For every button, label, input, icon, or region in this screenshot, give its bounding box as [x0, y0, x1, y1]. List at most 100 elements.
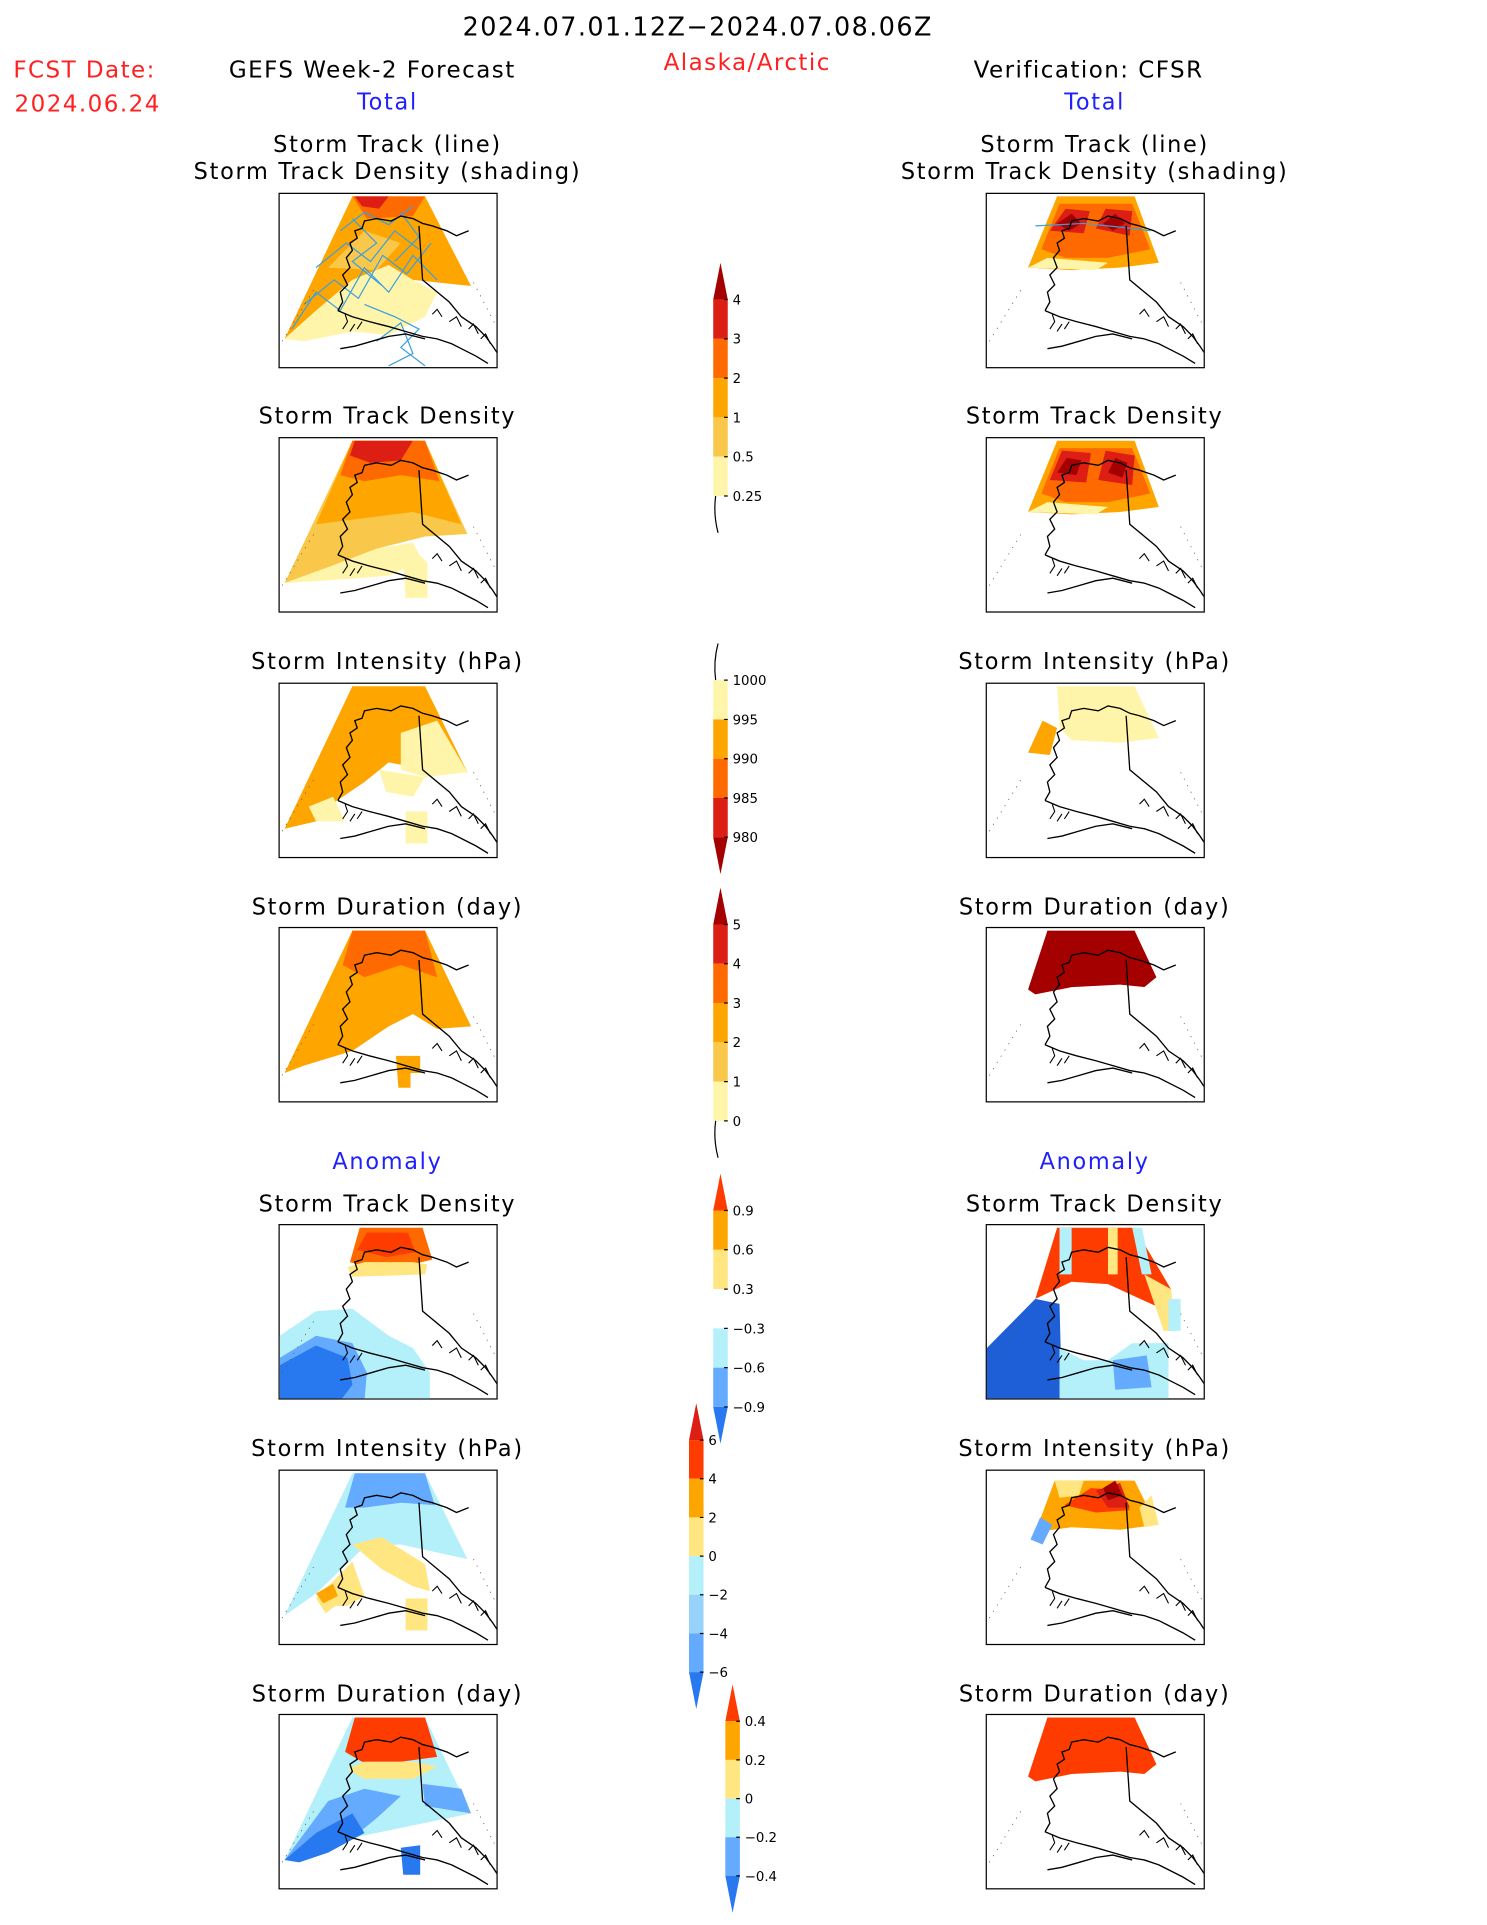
shaded-region — [1139, 1495, 1159, 1528]
coastline-detail — [1049, 1339, 1199, 1376]
colorbar-arrow-bottom — [725, 1875, 740, 1913]
map-cfsr-anom-duration — [985, 1713, 1205, 1890]
coastline-detail — [1049, 1829, 1199, 1866]
shaded-region — [400, 720, 468, 778]
fcst-date-label: FCST Date: — [13, 56, 156, 84]
coastline — [1044, 215, 1204, 364]
shaded-region — [1028, 1717, 1157, 1782]
coastline — [1044, 1492, 1204, 1641]
shaded-region — [1057, 457, 1082, 476]
storm-track-line — [1035, 222, 1151, 232]
left-total-label: Total — [357, 89, 418, 116]
map-gefs-duration — [278, 926, 498, 1103]
colorbar-label: 1 — [733, 1075, 741, 1090]
left-anomaly-label: Anomaly — [332, 1149, 443, 1175]
colorbar-total-density: 4 3 2 1 0.5 0.25 — [702, 262, 787, 543]
colorbar-label: 2 — [733, 372, 741, 387]
colorbar-arrow-top — [713, 887, 728, 925]
map-gefs-intensity — [278, 682, 498, 859]
colorbar-box — [713, 1367, 728, 1407]
colorbar-box — [725, 1837, 740, 1876]
shaded-region — [400, 1845, 421, 1875]
shaded-region — [379, 769, 426, 797]
map-canvas — [281, 1717, 497, 1886]
colorbar-label: 4 — [733, 293, 741, 308]
shaded-region — [1057, 213, 1082, 231]
shaded-region — [347, 1761, 438, 1779]
colorbar-label: −0.4 — [745, 1870, 777, 1885]
shaded-region — [986, 1298, 1062, 1399]
colorbar-label: −0.9 — [733, 1401, 765, 1416]
map-gefs-density — [278, 437, 498, 613]
map-cfsr-anom-intensity — [985, 1469, 1205, 1646]
map-cfsr-duration — [985, 926, 1205, 1103]
right-density-title: Storm Track Density — [965, 403, 1224, 430]
domain-boundary — [988, 1016, 1204, 1076]
colorbar-label: −4 — [708, 1627, 728, 1642]
coastline — [1044, 949, 1204, 1099]
map-cfsr-anom-density — [985, 1224, 1205, 1400]
forecast-period: 2024.07.01.12Z−2024.07.08.06Z — [462, 12, 933, 42]
colorbar-box — [725, 1721, 740, 1760]
right-total-label: Total — [1064, 89, 1126, 116]
colorbar-label: 0.6 — [733, 1244, 754, 1259]
map-canvas — [281, 196, 497, 367]
colorbar-box — [713, 378, 728, 418]
shaded-region — [279, 1345, 353, 1399]
map-cfsr-intensity — [985, 682, 1205, 859]
coastline — [337, 949, 497, 1099]
colorbar-label: 5 — [733, 918, 741, 933]
colorbar-label: 6 — [708, 1434, 716, 1449]
shaded-region — [1112, 1355, 1152, 1390]
right-anom-density-title: Storm Track Density — [965, 1192, 1224, 1218]
coastline-detail — [1049, 1585, 1199, 1621]
coastline-detail — [1049, 798, 1199, 834]
colorbar-label: 0 — [733, 1115, 741, 1130]
coastline — [1044, 705, 1204, 854]
map-gefs-anom-intensity — [278, 1469, 498, 1646]
right-track-line-title: Storm Track (line) — [980, 132, 1209, 159]
colorbar-label: −0.6 — [733, 1361, 765, 1376]
colorbar-label: 980 — [733, 831, 758, 846]
map-canvas — [988, 1717, 1204, 1886]
colorbar-box — [713, 758, 728, 799]
coastline — [1044, 1246, 1204, 1396]
map-canvas — [988, 440, 1204, 609]
colorbar-label: 2 — [708, 1511, 716, 1526]
colorbar-box — [713, 299, 728, 339]
shaded-region — [1028, 502, 1108, 515]
colorbar-box — [713, 1289, 728, 1329]
shaded-region — [1030, 1517, 1053, 1545]
colorbar-label: 0.3 — [733, 1283, 754, 1298]
map-canvas — [988, 686, 1204, 854]
colorbar-label: 2 — [733, 1036, 741, 1051]
coastline — [337, 1492, 497, 1641]
shaded-region — [328, 230, 401, 271]
left-density-title: Storm Track Density — [258, 403, 517, 430]
colorbar-label: −0.3 — [733, 1322, 765, 1337]
map-canvas — [988, 196, 1204, 364]
colorbar-box — [713, 338, 728, 379]
colorbar-total-intensity: 1000 995 990 985 980 — [702, 643, 787, 884]
shaded-region — [354, 196, 389, 209]
colorbar-total-duration: 5 4 3 2 1 0 — [702, 887, 787, 1168]
domain-boundary — [988, 282, 1204, 342]
map-gefs-anom-duration — [278, 1713, 498, 1890]
left-anom-intensity-title: Storm Intensity (hPa) — [251, 1436, 524, 1463]
shaded-region — [284, 542, 423, 584]
colorbar-label: 0 — [745, 1792, 753, 1807]
shaded-region — [1028, 257, 1108, 271]
colorbar-label: 0 — [708, 1550, 716, 1565]
colorbar-box — [725, 1798, 740, 1838]
right-anom-intensity-title: Storm Intensity (hPa) — [958, 1436, 1231, 1463]
shaded-region — [1144, 1274, 1176, 1331]
shaded-region — [1057, 686, 1159, 743]
coastline-detail — [342, 1585, 491, 1621]
map-gefs-track — [278, 192, 498, 369]
left-track-line-title: Storm Track (line) — [273, 132, 502, 159]
colorbar-label: 0.4 — [745, 1715, 766, 1730]
colorbar-box — [713, 719, 728, 759]
colorbar-anom-duration: 0.4 0.2 0 −0.2 −0.4 — [714, 1684, 799, 1922]
shaded-region — [395, 1055, 421, 1088]
